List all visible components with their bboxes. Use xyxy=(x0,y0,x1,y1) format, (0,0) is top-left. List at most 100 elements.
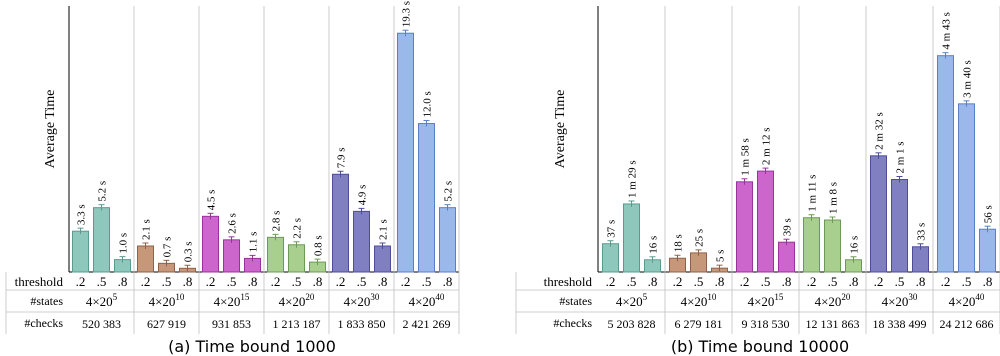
bar xyxy=(332,173,349,273)
states-base: 4×20 xyxy=(882,294,909,309)
threshold-tick-label: .8 xyxy=(248,274,258,289)
checks-label: 1 213 187 xyxy=(273,317,321,331)
threshold-tick-label: .5 xyxy=(761,274,771,289)
data-label: 0.8 s xyxy=(313,235,325,256)
bar xyxy=(418,123,435,273)
data-label: 0.7 s xyxy=(162,237,174,258)
states-base: 4×20 xyxy=(149,294,176,309)
data-label: 4.9 s xyxy=(357,185,369,206)
bar xyxy=(979,228,996,273)
states-base: 4×20 xyxy=(949,294,976,309)
data-label: 2 m 1 s xyxy=(895,141,907,173)
states-base: 4×20 xyxy=(748,294,775,309)
states-base: 4×20 xyxy=(279,294,306,309)
data-label: 16 s xyxy=(648,236,660,254)
y-axis-label: Average Time xyxy=(43,90,58,169)
bar xyxy=(623,203,640,273)
threshold-tick-label: .8 xyxy=(183,274,193,289)
row-label-states: #states xyxy=(559,294,592,308)
data-label: 37 s xyxy=(606,220,618,238)
data-label: 2.8 s xyxy=(271,211,283,232)
row-label-checks: #checks xyxy=(24,316,63,330)
data-label: 1 m 11 s xyxy=(807,175,819,212)
y-axis-label: Average Time xyxy=(553,90,568,169)
data-label: 3.3 s xyxy=(76,204,88,225)
checks-label: 12 131 863 xyxy=(806,317,860,331)
threshold-tick-label: .8 xyxy=(313,274,323,289)
threshold-tick-label: .2 xyxy=(336,274,346,289)
data-label: 4.5 s xyxy=(206,190,218,211)
threshold-tick-label: .8 xyxy=(648,274,658,289)
bar xyxy=(353,210,370,273)
data-label: 2.6 s xyxy=(227,213,239,234)
states-label: 4×2030 xyxy=(882,292,918,309)
data-label: 56 s xyxy=(983,205,995,223)
threshold-tick-label: .8 xyxy=(118,274,128,289)
checks-label: 520 383 xyxy=(82,317,121,331)
states-base: 4×20 xyxy=(409,294,436,309)
panel-caption: (b) Time bound 10000 xyxy=(671,337,849,356)
bar xyxy=(736,181,753,273)
data-label: 2.1 s xyxy=(141,219,153,240)
states-exponent: 20 xyxy=(305,292,315,302)
states-label: 4×205 xyxy=(616,292,648,309)
data-label: 2 m 12 s xyxy=(761,128,773,166)
checks-label: 1 833 850 xyxy=(338,317,386,331)
states-label: 4×2010 xyxy=(149,292,185,309)
data-label: 19.3 s xyxy=(401,1,413,27)
threshold-tick-label: .2 xyxy=(740,274,750,289)
threshold-tick-label: .5 xyxy=(962,274,972,289)
checks-label: 18 338 499 xyxy=(873,317,927,331)
threshold-tick-label: .8 xyxy=(378,274,388,289)
chart-panel-a: Average Time threshold #states #checks 3.3 s… xyxy=(5,1,460,356)
bar xyxy=(824,219,841,273)
bar xyxy=(912,246,929,273)
chart-panel-b: Average Time threshold #states #checks 37 s.… xyxy=(515,6,1000,356)
threshold-tick-label: .5 xyxy=(895,274,905,289)
bar xyxy=(93,207,110,273)
checks-label: 24 212 686 xyxy=(940,317,994,331)
states-label: 4×2020 xyxy=(279,292,315,309)
threshold-tick-label: .5 xyxy=(292,274,302,289)
panel-caption: (a) Time bound 1000 xyxy=(168,337,336,356)
bar xyxy=(778,241,795,273)
checks-label: 627 919 xyxy=(147,317,186,331)
data-label: 3 m 40 s xyxy=(962,60,974,98)
data-label: 33 s xyxy=(916,223,928,241)
data-label: 5.2 s xyxy=(443,181,455,202)
bar xyxy=(602,243,619,273)
threshold-tick-label: .2 xyxy=(206,274,216,289)
threshold-tick-label: .5 xyxy=(227,274,237,289)
states-exponent: 5 xyxy=(113,292,118,302)
threshold-tick-label: .5 xyxy=(627,274,637,289)
states-label: 4×2015 xyxy=(748,292,784,309)
threshold-tick-label: .2 xyxy=(401,274,411,289)
data-label: 2.1 s xyxy=(378,219,390,240)
threshold-tick-label: .8 xyxy=(849,274,859,289)
states-base: 4×20 xyxy=(86,294,113,309)
checks-label: 6 279 181 xyxy=(675,317,723,331)
threshold-tick-label: .2 xyxy=(807,274,817,289)
threshold-tick-label: .5 xyxy=(357,274,367,289)
data-label: 1.0 s xyxy=(118,233,130,254)
bar xyxy=(72,230,89,273)
states-label: 4×2040 xyxy=(949,292,985,309)
data-label: 2 m 32 s xyxy=(874,112,886,150)
checks-label: 931 853 xyxy=(212,317,251,331)
bar xyxy=(288,244,305,273)
checks-label: 9 318 530 xyxy=(742,317,790,331)
threshold-tick-label: .2 xyxy=(76,274,86,289)
threshold-tick-label: .5 xyxy=(828,274,838,289)
threshold-tick-label: .8 xyxy=(983,274,993,289)
threshold-tick-label: .2 xyxy=(271,274,281,289)
threshold-tick-label: .2 xyxy=(606,274,616,289)
data-label: 0.3 s xyxy=(183,242,195,263)
states-label: 4×2040 xyxy=(409,292,445,309)
threshold-tick-label: .8 xyxy=(443,274,453,289)
threshold-tick-label: .5 xyxy=(422,274,432,289)
row-label-threshold: threshold xyxy=(15,274,64,289)
states-base: 4×20 xyxy=(815,294,842,309)
bar xyxy=(223,239,240,273)
data-label: 7.9 s xyxy=(336,147,348,168)
